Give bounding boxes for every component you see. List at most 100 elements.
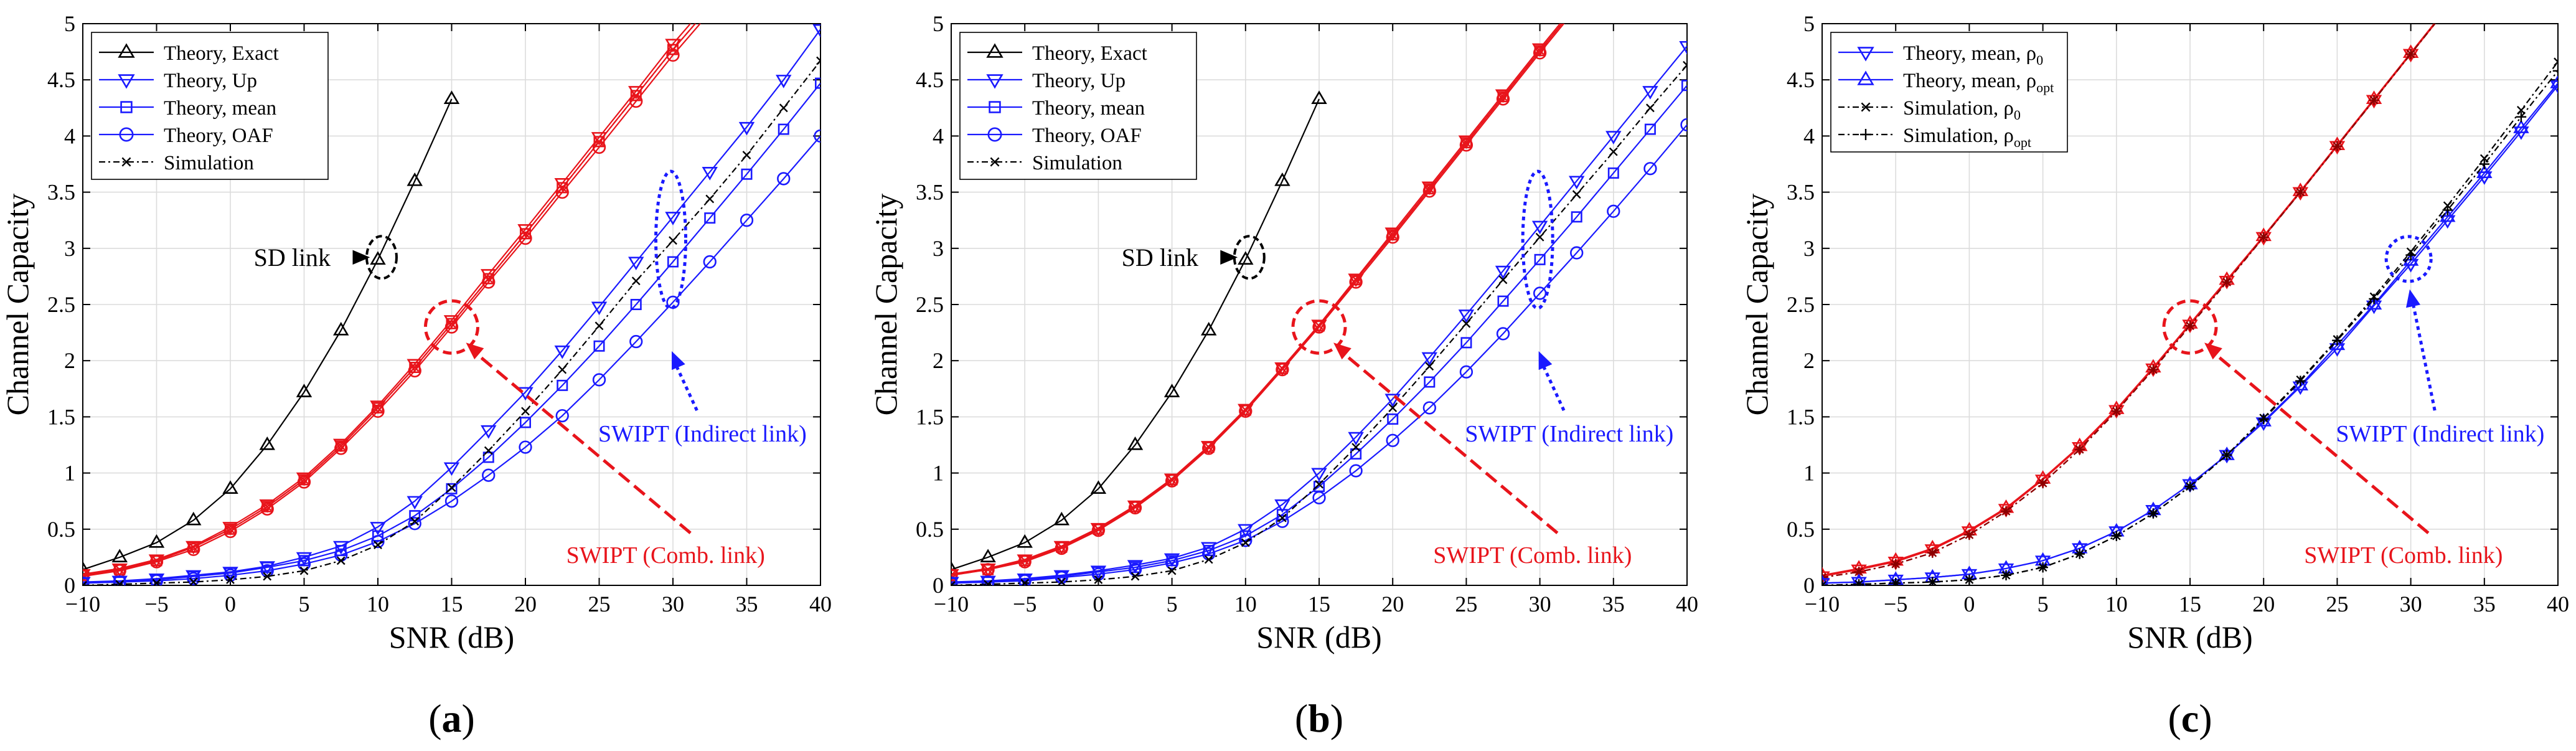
data-point	[296, 384, 313, 397]
data-point	[1644, 123, 1656, 135]
data-point	[1315, 479, 1323, 489]
data-point	[703, 255, 717, 269]
x-tick-label: 10	[367, 592, 389, 616]
data-point	[1239, 404, 1253, 418]
caption-close: )	[1330, 696, 1343, 740]
legend-subscript: 0	[2036, 52, 2043, 68]
data-point	[148, 534, 165, 548]
data-point	[115, 580, 125, 585]
data-point	[482, 275, 496, 289]
legend-marker	[120, 101, 133, 113]
data-point	[1535, 46, 1544, 55]
y-tick-label: 4.5	[1787, 67, 1815, 92]
data-point	[226, 524, 235, 534]
data-point	[1055, 541, 1068, 555]
chart-panel-a: −10 −5 0 5 10 15 20 25 30 35 40 0 0.5 1 1.5 2 2.5 3 3.5 4 4.…	[0, 7, 832, 740]
data-point	[1057, 577, 1066, 585]
series-line	[83, 60, 820, 585]
data-point	[83, 576, 90, 585]
y-tick-label: 2	[1803, 348, 1815, 373]
annotation-circle	[1291, 299, 1347, 355]
y-tick-label: 4	[933, 123, 944, 148]
annotation-label: SWIPT (Comb. link)	[566, 542, 765, 569]
data-point	[704, 7, 716, 19]
data-point	[595, 321, 604, 331]
data-point	[1646, 103, 1655, 113]
data-point	[1607, 167, 1619, 179]
chart-panel-c: −10 −5 0 5 10 15 20 25 30 35 40 0 0.5 1 1.5 2 2.5 3 3.5 4 4.…	[1739, 4, 2569, 740]
legend-label: Theory, Up	[164, 70, 257, 92]
data-point	[1531, 220, 1548, 235]
data-point	[1607, 204, 1620, 218]
legend-subscript: opt	[2036, 80, 2054, 95]
legend-label: Simulation, ρ0	[1903, 97, 2021, 123]
y-tick-label: 2	[64, 348, 75, 373]
data-point	[149, 555, 164, 569]
data-point	[2444, 4, 2451, 12]
legend-text: Theory, mean, ρ	[1903, 42, 2036, 65]
data-point	[189, 577, 198, 585]
data-point	[2258, 232, 2269, 243]
x-tick-label: 10	[2105, 592, 2128, 616]
series-layer	[951, 1, 1687, 585]
series-line	[951, 24, 1563, 576]
legend-label: Theory, OAF	[164, 125, 273, 147]
data-point	[741, 168, 753, 180]
data-point	[778, 123, 789, 135]
data-point	[1388, 230, 1398, 240]
data-point	[113, 575, 126, 585]
data-point	[1349, 464, 1363, 478]
data-point	[519, 440, 532, 454]
series-line	[83, 98, 453, 570]
x-tick-label: 0	[1963, 592, 1975, 616]
annotation-ellipse	[654, 169, 688, 310]
y-tick-label: 2.5	[47, 292, 75, 317]
data-point	[1163, 384, 1180, 397]
y-tick-label: 0.5	[47, 517, 75, 542]
data-point	[1851, 564, 1867, 579]
data-point	[336, 442, 346, 451]
data-point	[1570, 246, 1584, 260]
data-point	[1643, 162, 1657, 176]
data-point	[554, 345, 570, 359]
y-tick-label: 0.5	[916, 517, 944, 542]
data-point	[1822, 572, 1828, 583]
series-line	[951, 124, 1687, 584]
data-point	[189, 542, 198, 552]
annotation: SD link	[254, 235, 398, 280]
data-point	[2439, 208, 2456, 222]
data-point	[2148, 364, 2159, 375]
data-point	[702, 167, 718, 181]
legend-label: Theory, Exact	[1032, 42, 1147, 65]
data-point	[410, 363, 420, 372]
caption-open: (	[1295, 696, 1308, 740]
data-point	[558, 365, 567, 374]
x-axis-label: SNR (dB)	[389, 620, 514, 654]
data-point	[558, 183, 567, 192]
data-point	[981, 575, 995, 585]
x-axis-label: SNR (dB)	[2127, 620, 2252, 654]
annotation: SWIPT (Indirect link)	[2336, 235, 2544, 447]
x-tick-label: 15	[1308, 592, 1330, 616]
data-point	[334, 442, 348, 455]
data-point	[1348, 432, 1364, 446]
legend-marker	[990, 157, 1000, 167]
data-point	[1351, 443, 1360, 452]
annotation-label: SWIPT (Indirect link)	[1465, 421, 1673, 447]
data-point	[1165, 556, 1179, 570]
annotation-arrowhead	[352, 250, 370, 265]
data-point	[1462, 319, 1471, 328]
y-tick-label: 5	[64, 11, 75, 36]
data-point	[669, 45, 677, 54]
data-point	[83, 569, 90, 583]
data-point	[1241, 405, 1250, 415]
series-line	[83, 29, 820, 583]
data-point	[1055, 570, 1068, 585]
data-point	[1128, 501, 1142, 515]
series-line	[83, 24, 697, 576]
data-point	[333, 321, 349, 336]
data-point	[2001, 570, 2011, 581]
data-point	[1572, 1, 1581, 10]
data-point	[2295, 187, 2306, 197]
